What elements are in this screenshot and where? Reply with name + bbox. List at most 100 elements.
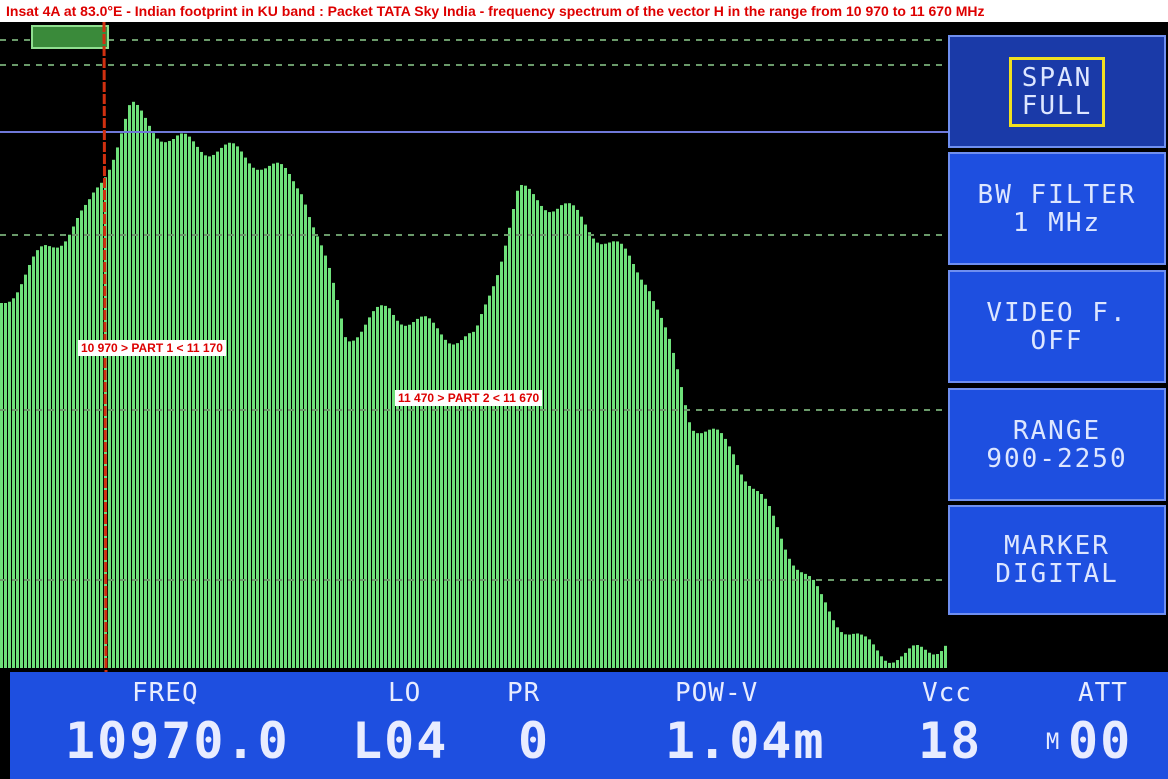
span-full-button[interactable]: SPAN FULL <box>948 35 1166 148</box>
spectrum-bar <box>256 169 259 668</box>
spectrum-bar <box>100 182 103 668</box>
spectrum-bar <box>604 243 607 668</box>
spectrum-bar <box>564 203 567 668</box>
spectrum-bar <box>800 572 803 668</box>
spectrum-bar <box>148 125 151 669</box>
spectrum-bar <box>300 194 303 668</box>
freq-value: 10970.0 <box>65 712 290 770</box>
spectrum-bar <box>208 156 211 668</box>
marker-label: MARKER <box>1004 531 1110 561</box>
spectrum-bar <box>312 227 315 668</box>
spectrum-bar <box>236 146 239 668</box>
spectrum-bar <box>904 652 907 668</box>
spectrum-bar <box>712 428 715 668</box>
spectrum-bar <box>608 242 611 668</box>
spectrum-bar <box>868 639 871 668</box>
video-filter-value: OFF <box>1030 325 1084 356</box>
span-value: FULL <box>1021 90 1093 121</box>
spectrum-bar <box>400 324 403 668</box>
spectrum-bar <box>772 515 775 668</box>
spectrum-bar <box>860 634 863 668</box>
spectrum-bar <box>880 656 883 668</box>
spectrum-bar <box>496 275 499 668</box>
spectrum-bar <box>656 309 659 668</box>
att-value: 00 <box>1068 712 1133 770</box>
spectrum-bar <box>652 301 655 668</box>
spectrum-bar <box>64 241 67 668</box>
span-label: SPAN <box>1021 62 1093 93</box>
att-label: ATT <box>1078 678 1128 708</box>
spectrum-bar <box>432 322 435 668</box>
spectrum-bar <box>736 465 739 668</box>
spectrum-bar <box>752 488 755 668</box>
spectrum-bar <box>896 660 899 668</box>
spectrum-bar <box>60 245 63 668</box>
spectrum-bar <box>804 573 807 668</box>
spectrum-bar <box>664 327 667 668</box>
spectrum-bar <box>812 579 815 668</box>
spectrum-bar <box>324 255 327 668</box>
spectrum-bar <box>600 244 603 668</box>
spectrum-bar <box>688 422 691 668</box>
marker-button[interactable]: MARKER DIGITAL <box>948 505 1166 615</box>
video-filter-button[interactable]: VIDEO F. OFF <box>948 270 1166 383</box>
spectrum-bar <box>296 188 299 669</box>
spectrum-bar <box>616 241 619 669</box>
spectrum-bar <box>272 163 275 668</box>
range-button[interactable]: RANGE 900-2250 <box>948 388 1166 501</box>
spectrum-bar <box>764 498 767 668</box>
spectrum-bar <box>536 200 539 668</box>
spectrum-bar <box>944 645 947 668</box>
spectrum-bar <box>348 341 351 668</box>
spectrum-bar <box>44 245 47 668</box>
spectrum-bar <box>572 205 575 668</box>
bw-filter-value: 1 MHz <box>1012 207 1102 238</box>
spectrum-bar <box>164 142 167 669</box>
spectrum-bar <box>588 232 591 669</box>
spectrum-bar <box>840 632 843 668</box>
spectrum-bar <box>844 634 847 668</box>
spectrum-bar <box>4 303 7 668</box>
spectrum-bar <box>160 141 163 669</box>
spectrum-bar <box>920 646 923 668</box>
spectrum-bar <box>316 236 319 668</box>
spectrum-bar <box>808 576 811 668</box>
spectrum-bar <box>680 387 683 668</box>
spectrum-bar <box>788 558 791 668</box>
spectrum-bar <box>144 117 147 669</box>
spectrum-bar <box>596 242 599 668</box>
bw-filter-button[interactable]: BW FILTER 1 MHz <box>948 152 1166 265</box>
att-prefix: M <box>1046 730 1061 755</box>
spectrum-bar <box>304 204 307 668</box>
spectrum-bar <box>824 602 827 668</box>
spectrum-bar <box>768 506 771 668</box>
spectrum-bar <box>120 133 123 668</box>
spectrum-bar <box>472 331 475 668</box>
spectrum-bar <box>784 549 787 668</box>
spectrum-bar <box>292 181 295 669</box>
spectrum-bar <box>320 245 323 668</box>
spectrum-bar <box>356 337 359 668</box>
spectrum-bar <box>420 316 423 668</box>
spectrum-bar <box>724 438 727 668</box>
spectrum-bar <box>128 105 131 668</box>
spectrum-bar <box>328 267 331 668</box>
spectrum-bar <box>284 167 287 668</box>
spectrum-bar <box>552 211 555 668</box>
spectrum-bar <box>816 586 819 668</box>
spectrum-bar <box>200 151 203 668</box>
spectrum-bar <box>728 446 731 668</box>
spectrum-bar <box>792 565 795 668</box>
spectrum-bar <box>252 167 255 668</box>
spectrum-bar <box>260 169 263 669</box>
annotation-part-2: 11 470 > PART 2 < 11 670 <box>395 390 543 406</box>
spectrum-bar <box>40 246 43 668</box>
spectrum-bar <box>580 216 583 669</box>
spectrum-bar <box>112 159 115 668</box>
spectrum-bar <box>224 144 227 668</box>
spectrum-bar <box>204 155 207 669</box>
spectrum-bar <box>456 343 459 668</box>
caption-title: Insat 4A at 83.0°E - Indian footprint in… <box>0 0 1168 22</box>
spectrum-bar <box>796 569 799 668</box>
spectrum-bar <box>700 433 703 668</box>
